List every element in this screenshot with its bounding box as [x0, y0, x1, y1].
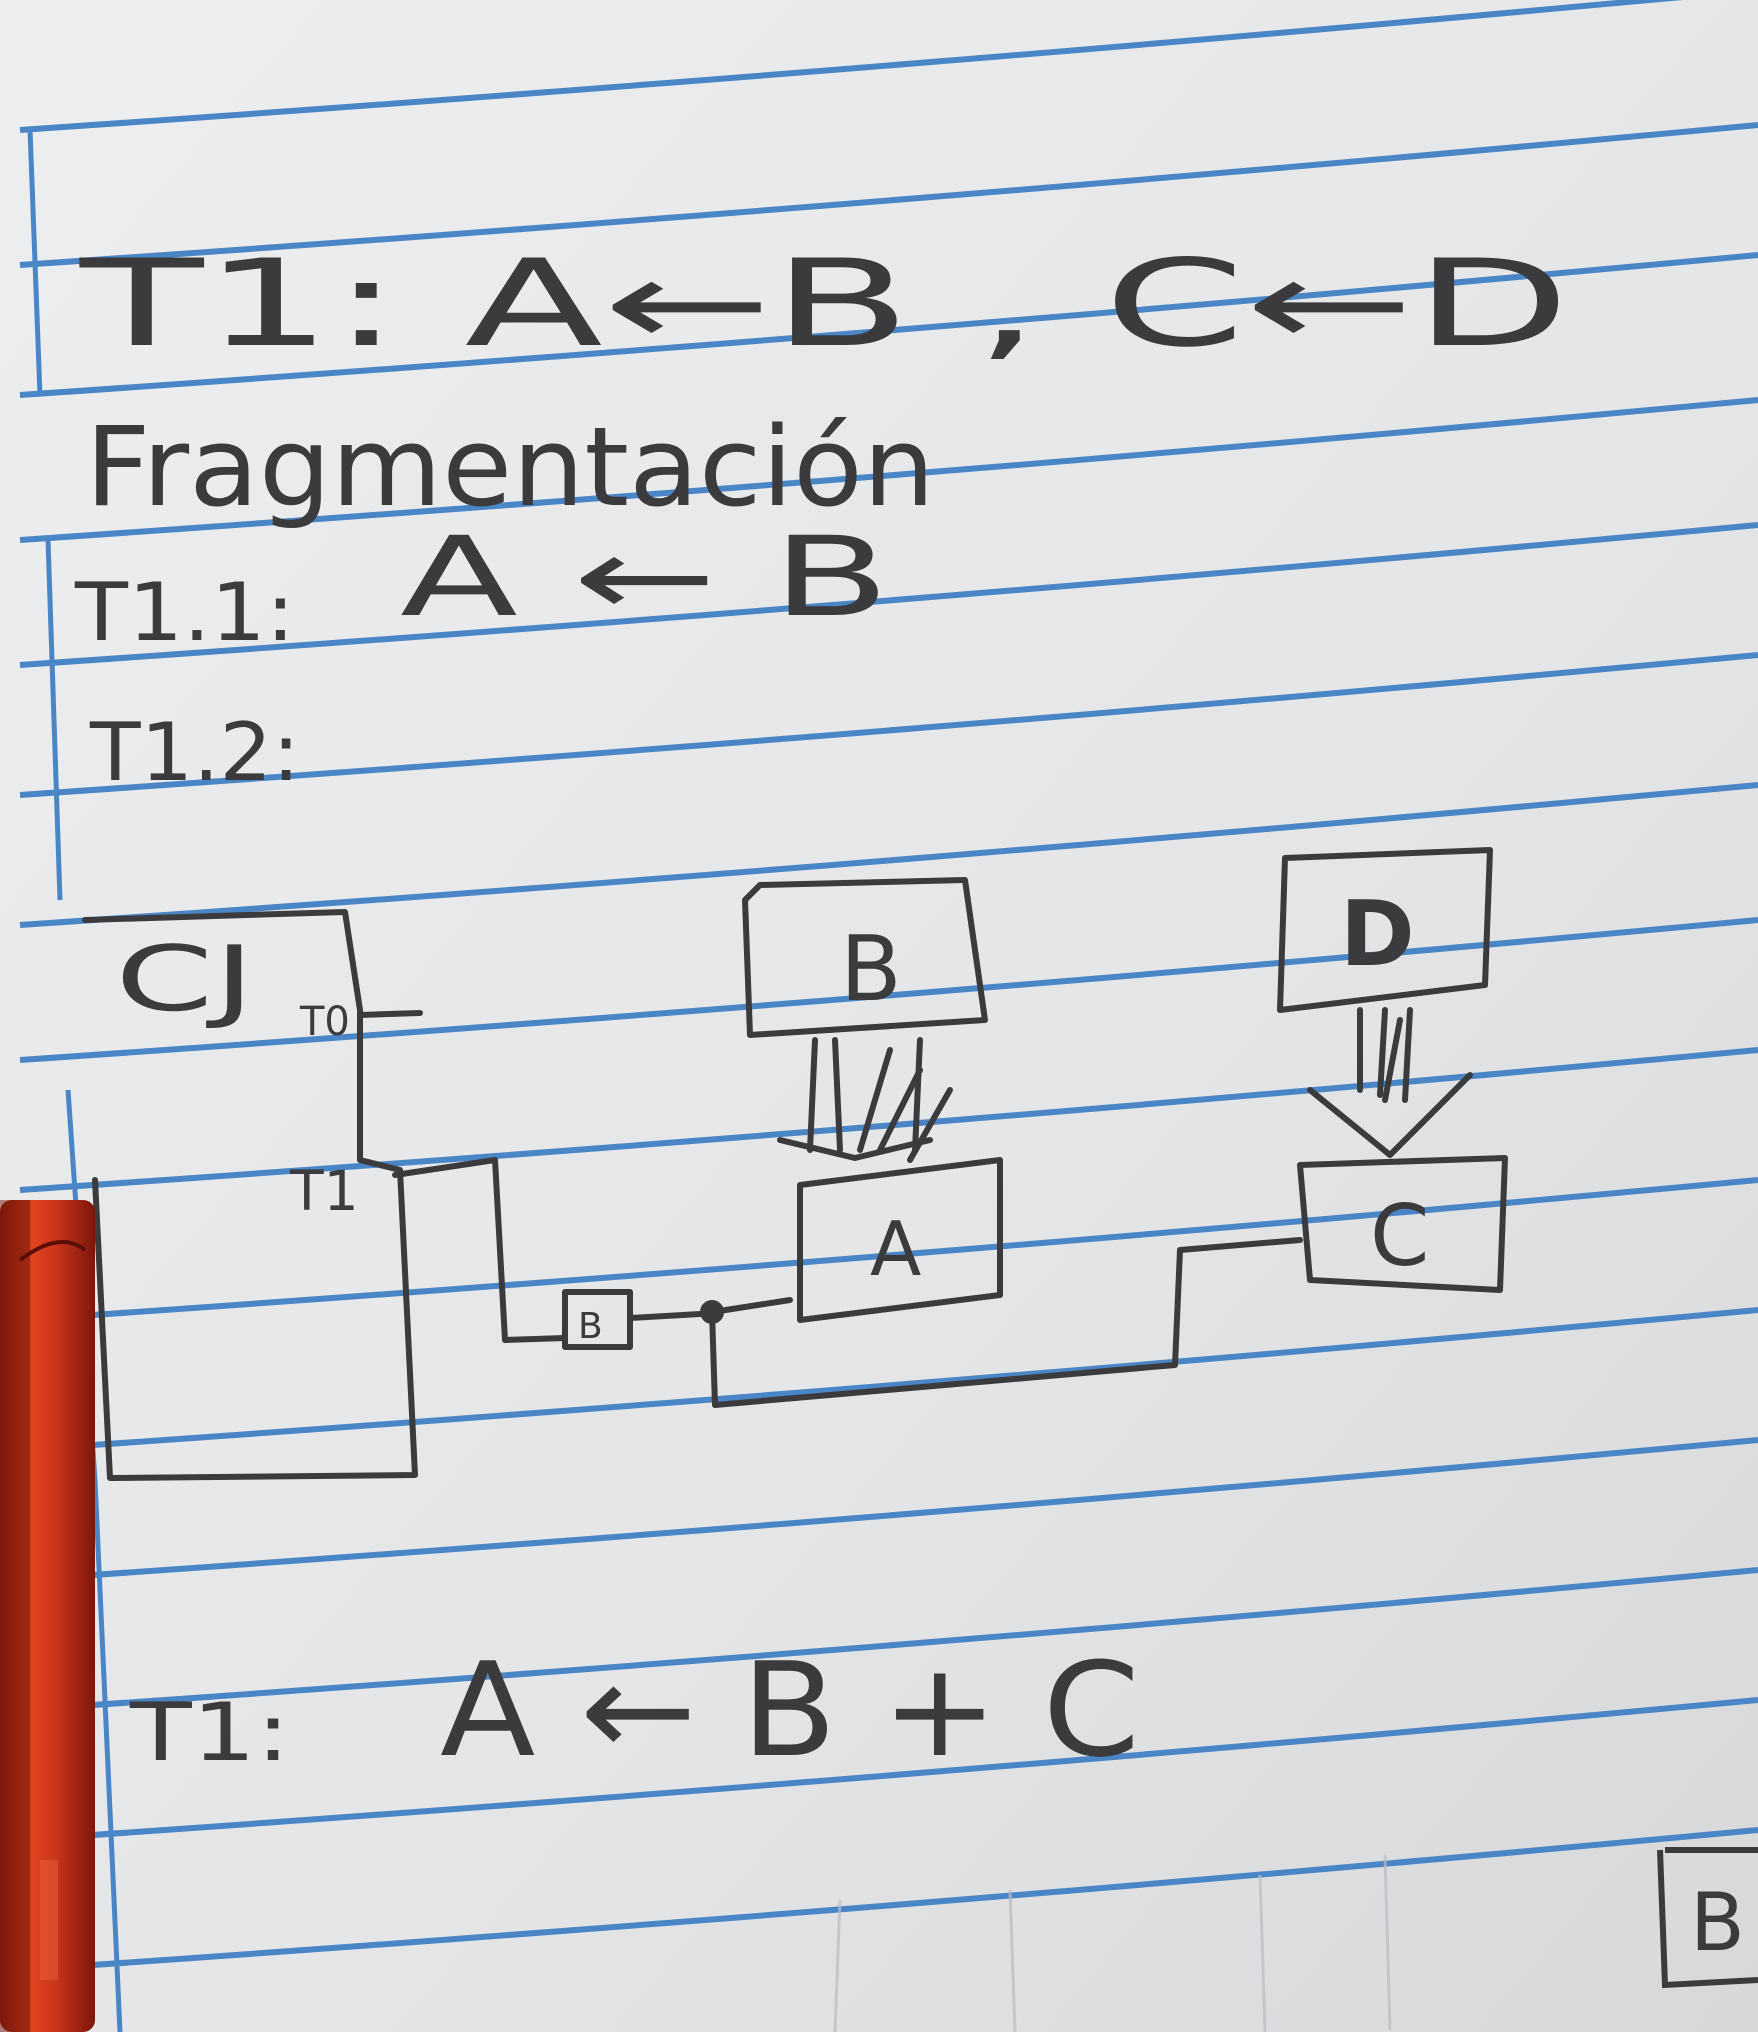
box-d-outline	[1277, 847, 1493, 1013]
t0-output-wire	[357, 1010, 423, 1018]
t12-label: T1.2:	[89, 706, 300, 799]
rule-line	[19, 397, 1758, 543]
arrow-d-to-c	[1357, 1007, 1413, 1103]
rule-line	[19, 782, 1758, 928]
rule-line	[19, 1307, 1758, 1453]
t1-output-wire	[392, 1157, 568, 1343]
red-pen	[0, 1200, 95, 2032]
rule-line	[19, 522, 1758, 668]
block-diagram	[82, 847, 1508, 1481]
box-a-outline	[797, 1157, 1003, 1323]
rule-line	[19, 252, 1758, 398]
arrow-b-to-a	[807, 1037, 953, 1163]
rule-line	[19, 0, 1683, 133]
bleed-through-marks	[833, 1854, 1392, 2032]
box-b-outline	[742, 877, 988, 1038]
rule-line	[19, 917, 1758, 1063]
t11-expression: A ← B	[400, 513, 890, 641]
box-c-outline	[1297, 1155, 1508, 1293]
box-a-label: A	[870, 1205, 921, 1293]
box-c-label: C	[1370, 1187, 1429, 1286]
adder-box-label: B	[578, 1306, 603, 1347]
rule-line	[19, 652, 1758, 798]
control-unit-label: CJ	[115, 927, 255, 1032]
rule-line	[19, 1437, 1758, 1583]
rule-line	[19, 1567, 1758, 1713]
rule-line	[19, 122, 1758, 268]
rule-line	[19, 1697, 1758, 1843]
arrow-d-to-c-head	[1307, 1072, 1473, 1158]
box-d-label: D	[1340, 882, 1415, 987]
corner-box-label: B	[1690, 1876, 1745, 1969]
c-feedback-wire	[709, 1237, 1303, 1408]
rule-line	[19, 1177, 1758, 1323]
ruled-lines	[19, 0, 1758, 1973]
t1-label: T1: A←B , C←D	[78, 235, 1570, 374]
corner-box-outline	[1657, 1847, 1758, 1989]
bottom-t1-label: T1:	[129, 1686, 290, 1779]
t0-signal-label: T0	[299, 999, 350, 1045]
fragmentation-heading: Fragmentación	[85, 403, 935, 531]
box-b-label: B	[840, 917, 902, 1022]
control-unit-outline	[82, 909, 418, 1481]
bottom-t1-expression: A ← B + C	[440, 1634, 1140, 1786]
t1-signal-label: T1	[289, 1159, 359, 1223]
adder-to-a-wire	[627, 1297, 793, 1321]
rule-line	[19, 1827, 1758, 1973]
t11-label: T1.1:	[74, 566, 295, 659]
arrow-b-to-a-head	[777, 1137, 933, 1161]
